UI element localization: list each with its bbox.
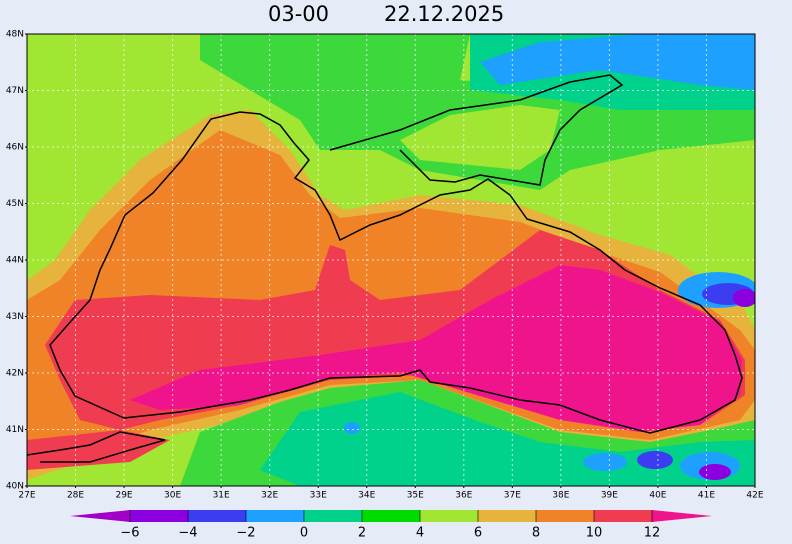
- coastline-black-sea: [49, 111, 743, 434]
- colorbar-segment: [246, 510, 304, 522]
- longitude-label: 34E: [358, 491, 375, 501]
- colorbar-label: −4: [178, 526, 197, 541]
- latitude-label: 48N: [6, 30, 24, 40]
- longitude-label: 33E: [310, 491, 327, 501]
- colorbar-label: 0: [300, 526, 308, 541]
- latitude-label: 45N: [6, 199, 24, 209]
- coastline-marmara: [27, 431, 166, 463]
- field-red-southwest: [27, 430, 170, 470]
- colorbar-label: 4: [416, 526, 424, 541]
- latitude-label: 40N: [6, 482, 24, 492]
- longitude-label: 28E: [67, 491, 84, 501]
- longitude-label: 36E: [455, 491, 472, 501]
- field-purple-patch: [699, 464, 731, 480]
- longitude-label: 40E: [649, 491, 666, 501]
- field: [27, 34, 755, 486]
- longitude-label: 30E: [164, 491, 181, 501]
- colorbar-label: −2: [236, 526, 255, 541]
- field-purple-northeast: [733, 289, 755, 307]
- latitude-label: 44N: [6, 256, 24, 266]
- longitude-label: 39E: [601, 491, 618, 501]
- field-above-12: [130, 265, 742, 432]
- latitude-label: 43N: [6, 312, 24, 322]
- colorbar-label: 6: [474, 526, 482, 541]
- longitude-label: 32E: [261, 491, 278, 501]
- colorbar-label: 12: [644, 526, 661, 541]
- longitude-label: 35E: [407, 491, 424, 501]
- field-azov: [400, 105, 560, 170]
- field-teal-south: [260, 392, 755, 486]
- latitude-label: 47N: [6, 86, 24, 96]
- colorbar-label: −6: [120, 526, 139, 541]
- colorbar-segment: [362, 510, 420, 522]
- colorbar-low-arrow: [70, 510, 130, 522]
- colorbar-label: 8: [532, 526, 540, 541]
- field-blue-north: [480, 34, 755, 90]
- longitude-label: 37E: [504, 491, 521, 501]
- field-blue-patch: [637, 451, 673, 469]
- longitude-label: 41E: [698, 491, 715, 501]
- longitude-label: 31E: [213, 491, 230, 501]
- longitude-label: 42E: [746, 491, 763, 501]
- colorbar-segment: [304, 510, 362, 522]
- colorbar: −6 −4 −2 0 2 4 6 8 10 12: [70, 510, 712, 541]
- title-time: 03-00: [268, 2, 329, 26]
- grid: [27, 34, 755, 486]
- longitude-label: 27E: [18, 491, 35, 501]
- longitude-label: 29E: [115, 491, 132, 501]
- colorbar-label: 2: [358, 526, 366, 541]
- colorbar-segment: [420, 510, 478, 522]
- colorbar-segment: [478, 510, 536, 522]
- coastline-azov: [329, 74, 624, 186]
- colorbar-segment: [594, 510, 652, 522]
- colorbar-label: 10: [586, 526, 603, 541]
- colorbar-high-arrow: [652, 510, 712, 522]
- colorbar-segment: [130, 510, 188, 522]
- latitude-label: 42N: [6, 369, 24, 379]
- latitude-label: 41N: [6, 425, 24, 435]
- latitude-label: 46N: [6, 143, 24, 153]
- field-blue-patch: [344, 422, 360, 434]
- colorbar-segment: [536, 510, 594, 522]
- field-blue-patch: [583, 453, 627, 471]
- colorbar-segment: [188, 510, 246, 522]
- title-date: 22.12.2025: [384, 2, 504, 26]
- longitude-label: 38E: [552, 491, 569, 501]
